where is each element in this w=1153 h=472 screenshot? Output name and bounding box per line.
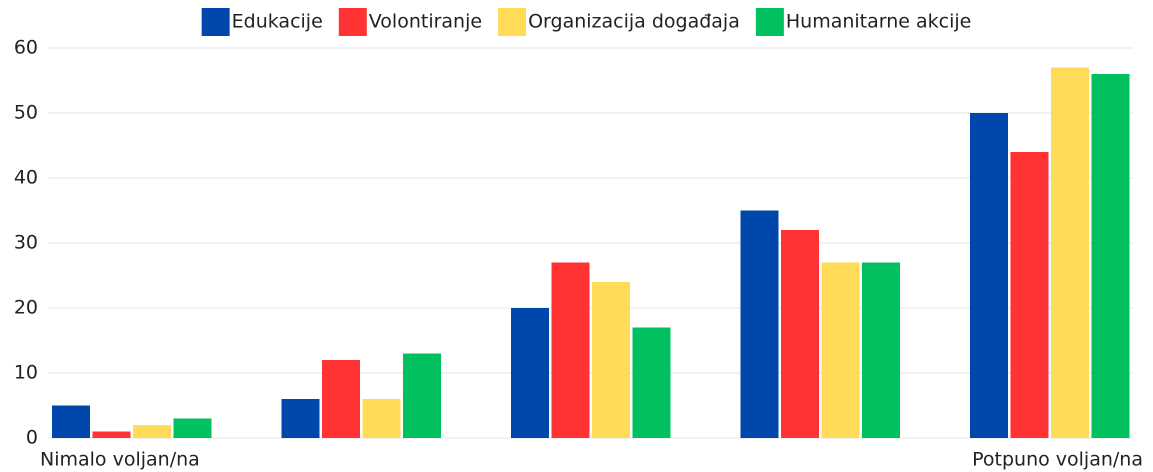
y-tick-label: 30	[14, 232, 38, 254]
legend-label: Volontiranje	[369, 11, 482, 33]
bar	[173, 418, 212, 438]
legend-swatch	[201, 8, 230, 36]
y-tick-label: 50	[14, 102, 38, 124]
x-tick-label: Nimalo voljan/na	[40, 449, 200, 471]
legend-swatch	[498, 8, 527, 36]
bar	[551, 262, 590, 438]
bar	[632, 327, 671, 438]
bar	[133, 425, 171, 438]
bar	[92, 431, 131, 438]
legend-label: Organizacija događaja	[528, 11, 740, 33]
bar	[1051, 67, 1089, 438]
bar	[322, 360, 360, 438]
bar	[511, 308, 549, 438]
y-tick-label: 10	[14, 362, 38, 384]
bar	[821, 262, 860, 438]
legend-swatch	[338, 8, 367, 36]
bar	[970, 113, 1008, 438]
bar	[862, 262, 900, 438]
bar	[781, 230, 819, 438]
bar	[403, 353, 441, 438]
y-tick-label: 0	[26, 427, 38, 449]
bar	[1010, 152, 1049, 438]
y-tick-label: 40	[14, 167, 38, 189]
bar	[740, 210, 779, 438]
legend-swatch	[755, 8, 784, 36]
bar	[281, 399, 320, 438]
legend-label: Edukacije	[232, 11, 323, 33]
bar	[52, 405, 90, 438]
y-tick-label: 20	[14, 297, 38, 319]
y-tick-label: 60	[14, 37, 38, 59]
bar	[362, 399, 401, 438]
legend-label: Humanitarne akcije	[786, 11, 971, 33]
bar	[592, 282, 630, 438]
x-tick-label: Potpuno voljan/na	[972, 449, 1143, 471]
bar	[1091, 74, 1130, 438]
